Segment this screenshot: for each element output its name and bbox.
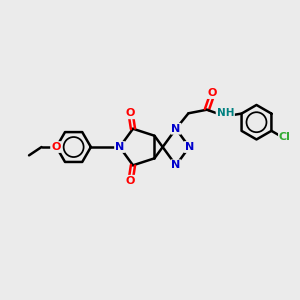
Text: NH: NH	[217, 108, 234, 118]
Text: O: O	[51, 142, 61, 152]
Text: O: O	[126, 176, 135, 186]
Text: O: O	[126, 108, 135, 118]
Text: O: O	[208, 88, 217, 98]
Text: N: N	[184, 142, 194, 152]
Text: N: N	[171, 160, 181, 170]
Text: Cl: Cl	[279, 132, 291, 142]
Text: N: N	[115, 142, 124, 152]
Text: N: N	[171, 124, 181, 134]
